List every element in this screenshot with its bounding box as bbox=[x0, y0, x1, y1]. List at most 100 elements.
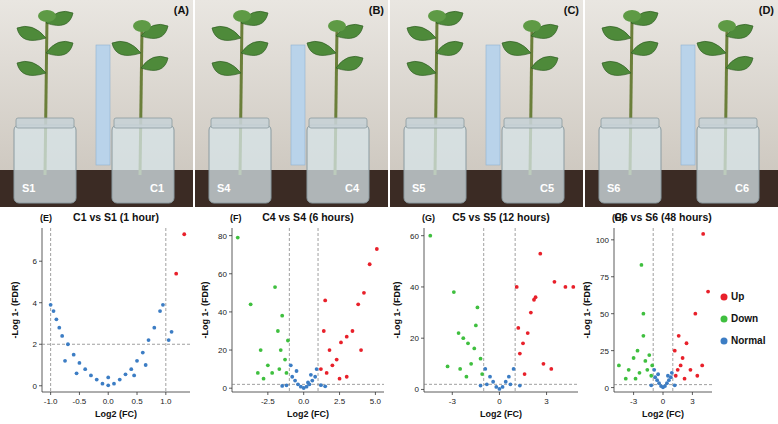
volcano-plot: C1 vs S1 (1 hour)-1.0-0.50.00.51.00246Lo… bbox=[10, 211, 190, 419]
x-tick-label: 0 bbox=[661, 397, 666, 406]
threshold-line bbox=[614, 384, 712, 385]
point bbox=[681, 356, 685, 360]
jar bbox=[112, 125, 174, 203]
jar-rim bbox=[16, 118, 74, 128]
y-axis-title: -Log 1- (FDR) bbox=[10, 282, 20, 339]
x-axis-title: Log2 (FC) bbox=[642, 409, 684, 419]
point bbox=[571, 285, 575, 289]
point bbox=[277, 367, 281, 371]
point bbox=[290, 375, 294, 379]
y-axis bbox=[424, 228, 425, 392]
point bbox=[693, 312, 697, 316]
point bbox=[701, 232, 705, 236]
x-tick-label: -1.0 bbox=[44, 397, 58, 406]
point bbox=[485, 382, 489, 386]
point bbox=[677, 334, 681, 338]
point bbox=[182, 232, 186, 236]
jar bbox=[404, 125, 466, 203]
jar-rim bbox=[406, 118, 464, 128]
y-tick bbox=[611, 350, 614, 351]
photo-panel: S5C5(C) bbox=[390, 0, 583, 207]
point bbox=[706, 290, 710, 294]
point bbox=[309, 373, 313, 377]
y-tick bbox=[39, 261, 42, 262]
point bbox=[283, 358, 287, 362]
leaf bbox=[436, 41, 463, 55]
point bbox=[285, 371, 289, 375]
threshold-line bbox=[424, 384, 578, 385]
plot-area bbox=[42, 228, 190, 392]
leaf-top bbox=[718, 20, 736, 32]
y-axis bbox=[232, 228, 233, 392]
point bbox=[645, 368, 649, 372]
point bbox=[480, 372, 484, 376]
point bbox=[627, 368, 631, 372]
jar bbox=[697, 125, 759, 203]
point bbox=[293, 379, 297, 383]
volcano-plot: C6 vs S6 (48 hours)-3030255075100Log2 (F… bbox=[582, 211, 766, 419]
point bbox=[483, 367, 487, 371]
leaf bbox=[212, 26, 241, 40]
point bbox=[338, 377, 342, 381]
y-tick-label: 60 bbox=[410, 232, 419, 241]
point bbox=[236, 236, 240, 240]
y-tick bbox=[611, 239, 614, 240]
point bbox=[634, 377, 638, 381]
point bbox=[63, 359, 67, 363]
x-tick bbox=[663, 392, 664, 395]
point bbox=[289, 363, 293, 367]
point bbox=[315, 367, 319, 371]
point bbox=[642, 312, 646, 316]
point bbox=[498, 387, 502, 391]
point bbox=[674, 374, 678, 378]
point bbox=[526, 331, 530, 335]
point bbox=[494, 385, 498, 389]
point bbox=[52, 309, 56, 313]
legend: UpDownNormal bbox=[721, 291, 766, 346]
chart-title: C6 vs S6 (48 hours) bbox=[614, 211, 711, 223]
point bbox=[617, 364, 621, 368]
y-axis-title: -Log 1- (FDR) bbox=[582, 282, 592, 339]
y-axis bbox=[614, 228, 615, 392]
point bbox=[523, 372, 527, 376]
point bbox=[78, 361, 82, 365]
point bbox=[330, 363, 334, 367]
point bbox=[428, 234, 432, 238]
plot-area bbox=[232, 228, 384, 392]
ruler bbox=[486, 45, 500, 165]
x-axis-title: Log2 (FC) bbox=[287, 409, 329, 419]
x-tick-label: 3 bbox=[544, 397, 549, 406]
y-tick-label: 75 bbox=[600, 273, 609, 282]
x-tick bbox=[50, 392, 51, 395]
point bbox=[649, 383, 653, 387]
point bbox=[66, 342, 70, 346]
jar-label: C1 bbox=[150, 182, 164, 194]
jar-rim bbox=[309, 118, 367, 128]
x-tick bbox=[375, 392, 376, 395]
panel-label: (B) bbox=[369, 4, 385, 16]
point bbox=[666, 374, 670, 378]
point bbox=[491, 380, 495, 384]
point bbox=[276, 329, 280, 333]
jar-rim bbox=[504, 118, 562, 128]
point bbox=[521, 341, 525, 345]
y-tick-label: 6 bbox=[33, 257, 38, 266]
leaf bbox=[112, 41, 141, 55]
panel-label: (C) bbox=[564, 4, 580, 16]
point bbox=[649, 374, 653, 378]
x-tick bbox=[303, 392, 304, 395]
threshold-line bbox=[515, 228, 516, 392]
point bbox=[256, 371, 260, 375]
y-tick-label: 0 bbox=[33, 382, 38, 391]
point bbox=[280, 314, 284, 318]
point bbox=[532, 298, 536, 302]
y-tick-label: 50 bbox=[600, 310, 609, 319]
y-tick-label: 60 bbox=[218, 270, 227, 279]
y-tick-label: 20 bbox=[218, 346, 227, 355]
point bbox=[106, 383, 110, 387]
photo-panel: S6C6(D) bbox=[585, 0, 778, 207]
figure: S1C1(A)S4C4(B)S5C5(C)S6C6(D)C1 vs S1 (1 … bbox=[0, 0, 778, 424]
point bbox=[656, 372, 660, 376]
point bbox=[129, 367, 133, 371]
plot-area bbox=[614, 228, 712, 392]
